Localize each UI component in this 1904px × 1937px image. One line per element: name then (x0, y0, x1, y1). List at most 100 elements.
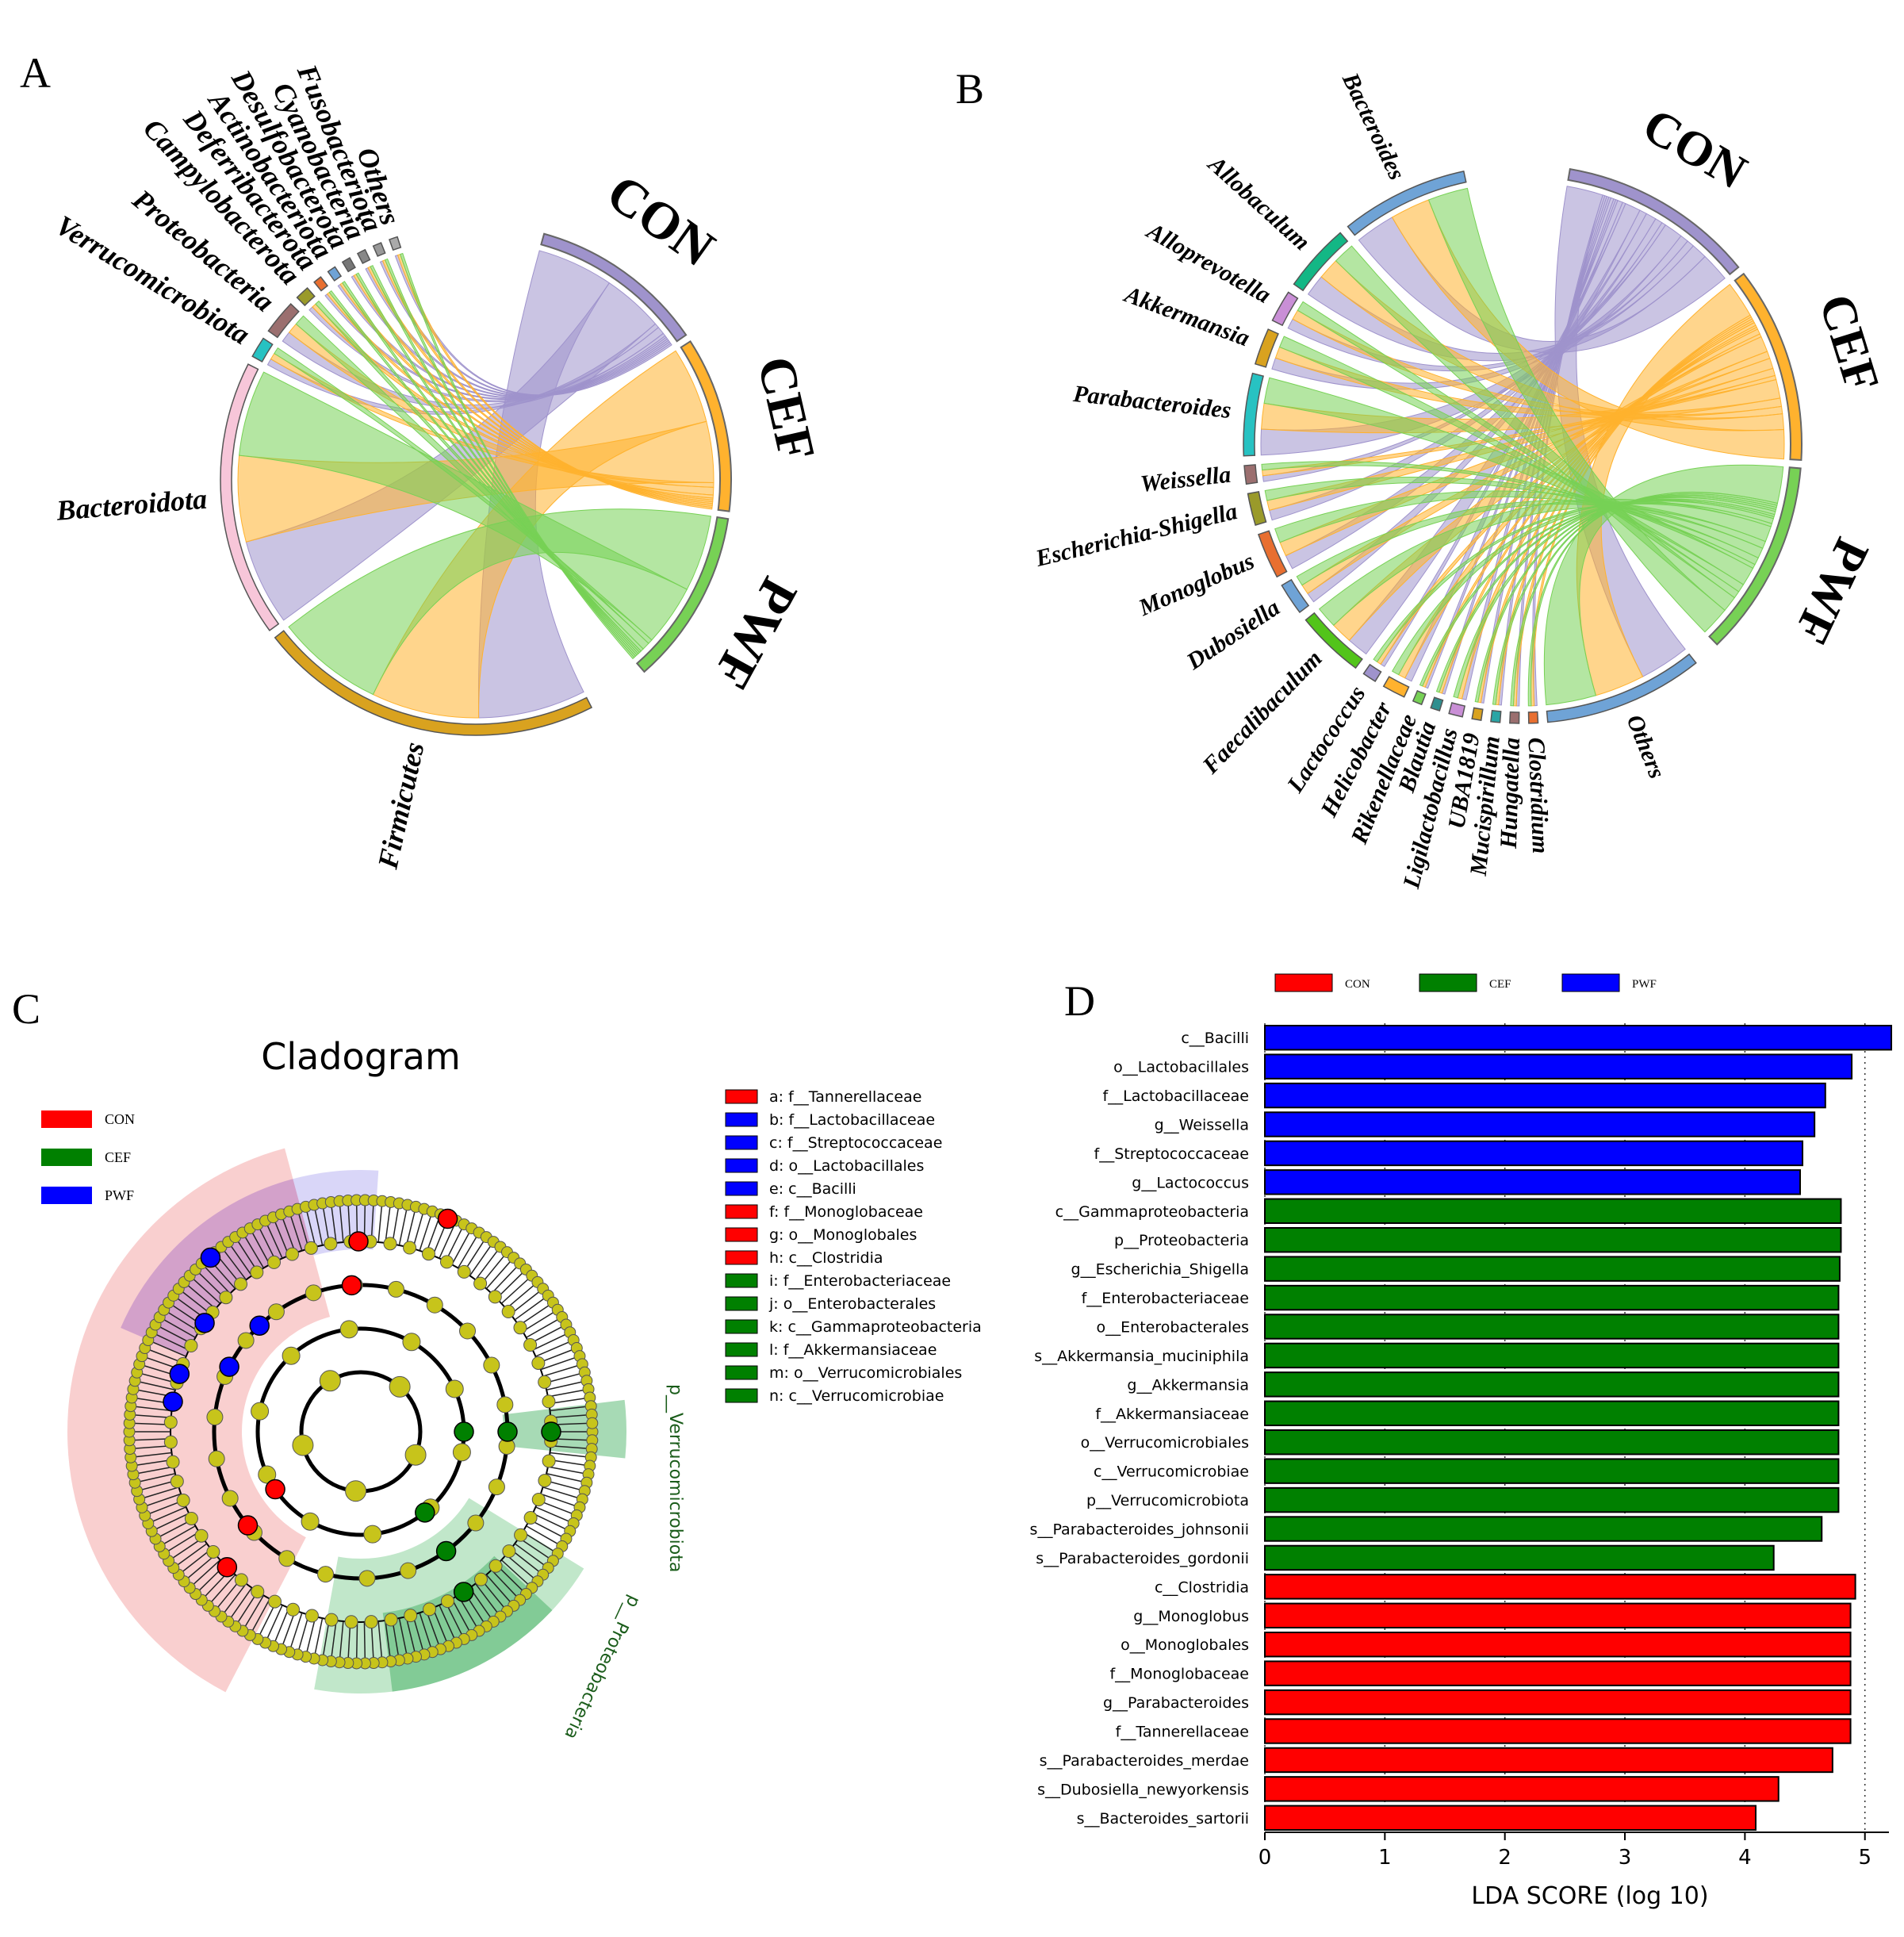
spoke (131, 1422, 171, 1425)
lda-bar-o-enterobacterales (1264, 1314, 1840, 1340)
lda-legend-label-pwf: PWF (1632, 978, 1657, 991)
ribbon-mucispirillum-pwf (1492, 494, 1777, 705)
family-node (473, 1276, 488, 1291)
spoke (398, 1617, 408, 1658)
class-node (282, 1346, 301, 1365)
order-node (426, 1296, 443, 1314)
lda-bar-label-c-gammaproteobacteria: c__Gammaproteobacteria (1055, 1203, 1249, 1221)
lda-bar-p-proteobacteria (1264, 1227, 1842, 1253)
order-node (206, 1409, 224, 1426)
order-node (496, 1396, 514, 1413)
lda-bar-label-f-lactobacillaceae: f__Lactobacillaceae (1102, 1087, 1249, 1105)
biomarker-node (453, 1582, 474, 1602)
spoke (202, 1264, 231, 1295)
lda-bar-p-verrucomicrobiota (1264, 1486, 1840, 1513)
order-node (278, 1550, 296, 1567)
spoke (549, 1397, 588, 1405)
cladogram-legend-label-cef: CEF (105, 1149, 131, 1165)
lda-bar-s-akkermansia-muciniphila (1264, 1342, 1840, 1369)
taxon-arc-escherichia-shigella (1247, 491, 1267, 527)
spoke (405, 1208, 416, 1248)
ribbon-deferribacterota-cef (326, 291, 714, 501)
taxon-arc-cyanobacteria (356, 248, 371, 265)
spoke (526, 1317, 561, 1338)
order-node (488, 1479, 505, 1496)
key-entry: b: f__Lactobacillaceae (769, 1111, 935, 1129)
spoke (529, 1325, 565, 1344)
spoke (273, 1218, 289, 1256)
spoke (330, 1203, 337, 1244)
lda-bar-label-f-tannerellaceae: f__Tannerellaceae (1116, 1724, 1249, 1741)
ribbon-desulfobacterota-pwf (355, 272, 639, 656)
spoke (547, 1388, 588, 1398)
order-node (305, 1284, 322, 1302)
spoke (550, 1413, 591, 1419)
ribbon-monoglobus-pwf (1274, 490, 1764, 559)
ribbon-clostridium-pwf (1527, 492, 1779, 707)
spoke (165, 1310, 200, 1333)
lda-bar-g-weissella (1264, 1111, 1816, 1137)
ribbon-akkermansia-pwf (1278, 336, 1745, 593)
ribbon-fusobacteriota-pwf (384, 258, 637, 658)
family-node (304, 1241, 318, 1255)
taxon-arc-rikenellaceae (1412, 689, 1427, 706)
key-swatch (725, 1227, 758, 1242)
spoke (179, 1548, 212, 1575)
lda-legend-label-con: CON (1345, 978, 1370, 991)
spoke (250, 1229, 270, 1265)
panel-label-b: B (956, 65, 984, 113)
order-node (267, 1303, 285, 1321)
lda-tick-label: 0 (1258, 1846, 1272, 1870)
cladogram-legend: CON CEF PWF (41, 1110, 135, 1204)
spoke (265, 1222, 283, 1259)
spoke (169, 1537, 204, 1561)
family-node (383, 1237, 397, 1251)
spoke (491, 1264, 519, 1295)
spoke (475, 1248, 500, 1280)
spoke (522, 1531, 557, 1554)
spoke (165, 1531, 200, 1554)
key-swatch (725, 1296, 758, 1311)
lda-bar-label-o-verrucomicrobiales: o__Verrucomicrobiales (1081, 1434, 1249, 1452)
family-node (513, 1321, 527, 1335)
family-node (421, 1247, 435, 1261)
family-node (324, 1237, 338, 1251)
lda-bar-f-lactobacillaceae (1264, 1082, 1826, 1109)
lda-bar-g-parabacteroides (1264, 1689, 1852, 1716)
spoke (439, 1222, 457, 1259)
spoke (156, 1325, 193, 1344)
ribbon-parabacteroides-pwf (1263, 377, 1754, 585)
family-node (267, 1255, 282, 1269)
spoke (532, 1332, 569, 1351)
ribbon-actinobacteriota-pwf (342, 281, 641, 654)
spoke (185, 1283, 216, 1310)
spoke (432, 1607, 449, 1645)
spoke (131, 1413, 171, 1419)
spoke (445, 1601, 464, 1638)
key-swatch (725, 1388, 758, 1403)
phylum-node (345, 1480, 367, 1502)
family-node (502, 1544, 516, 1559)
ribbon-faecalibaculum-pwf (1318, 498, 1772, 627)
spoke (412, 1210, 425, 1249)
spoke (385, 1620, 392, 1660)
taxon-arc-others (389, 236, 402, 251)
family-node (457, 1264, 471, 1279)
taxon-arc-others (1546, 653, 1697, 723)
spoke (532, 1513, 569, 1532)
lda-bar-c-clostridia (1264, 1574, 1856, 1600)
ribbon-uba1819-pwf (1474, 496, 1777, 703)
spoke (546, 1473, 586, 1483)
class-node (258, 1465, 277, 1484)
ribbon-fusobacteriota-cef (381, 259, 713, 508)
family-node (384, 1613, 398, 1627)
family-node (542, 1454, 556, 1468)
family-node (324, 1613, 339, 1627)
family-node (488, 1559, 503, 1573)
lda-bar-o-lactobacillales (1264, 1053, 1853, 1080)
taxon-label-hungatella: Hungatella (1496, 737, 1525, 850)
biomarker-node (454, 1421, 474, 1442)
spoke (322, 1204, 331, 1245)
order-node (387, 1280, 404, 1298)
biomarker-node (200, 1247, 221, 1268)
